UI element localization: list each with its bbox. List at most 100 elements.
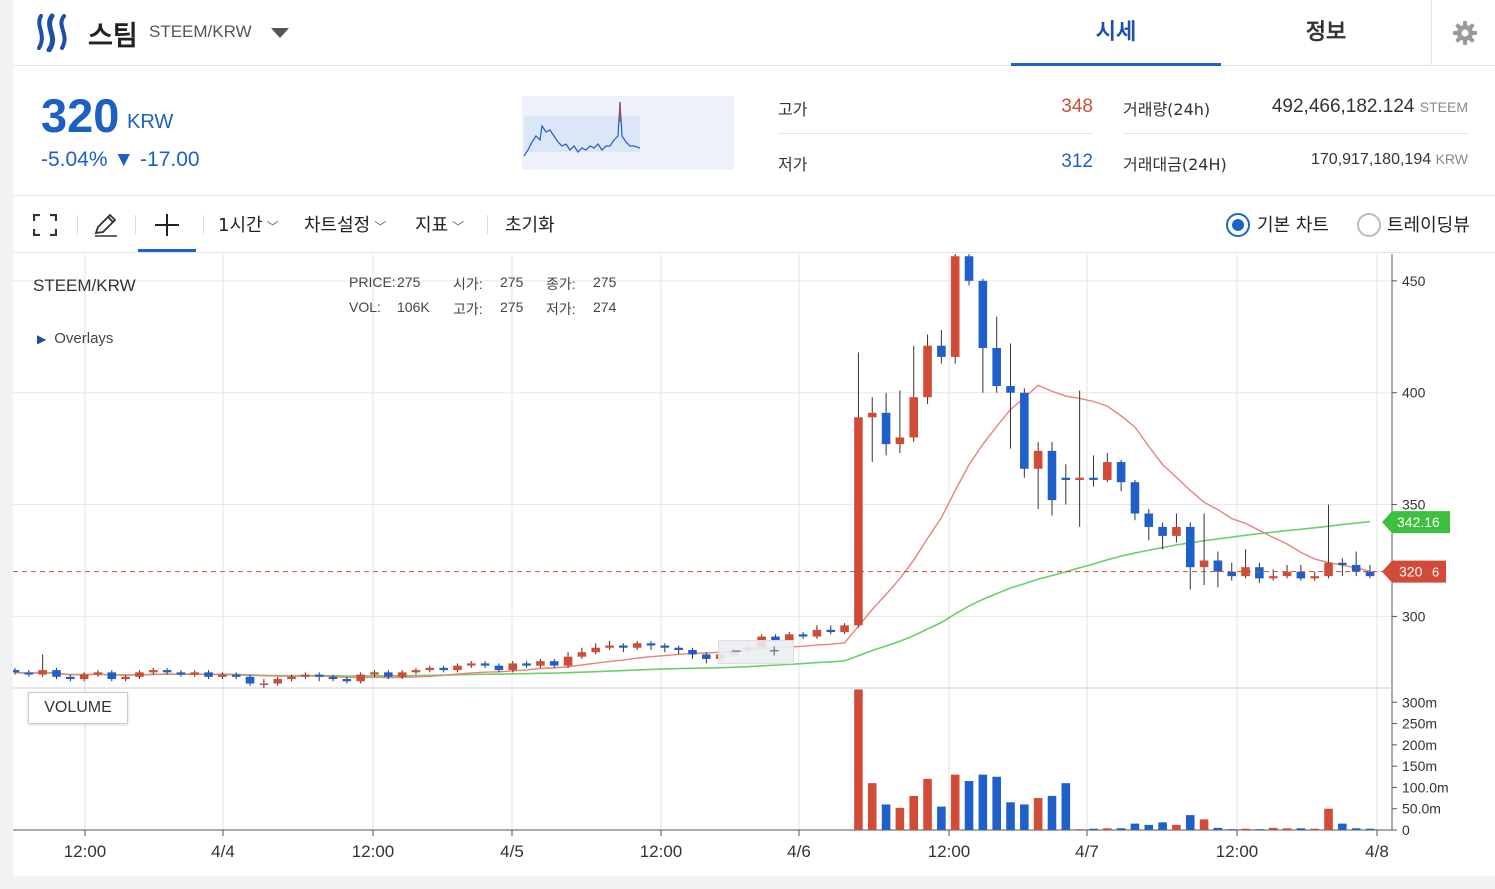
candle-body [1310, 576, 1319, 579]
price-unit: KRW [127, 111, 174, 133]
candle-body [1241, 567, 1250, 577]
interval-dropdown[interactable]: 1시간 ﹀ [218, 211, 279, 237]
candle-body [798, 634, 808, 637]
ohlc-high-label: 고가: [453, 301, 483, 317]
candle-body [702, 654, 711, 659]
chart-settings-dropdown[interactable]: 차트설정 ﹀ [304, 211, 386, 237]
chart-toolbar: 1시간 ﹀ 차트설정 ﹀ 지표 ﹀ 초기화 기본 차트 트레이딩뷰 [13, 197, 1495, 253]
crosshair-button[interactable] [138, 197, 196, 252]
candle-body [1324, 562, 1333, 577]
candle-body [384, 672, 393, 677]
caret-down-icon[interactable] [271, 28, 289, 38]
basic-chart-radio[interactable] [1226, 213, 1250, 237]
volume-bar [1310, 828, 1319, 830]
zoom-out-button[interactable]: − [731, 641, 742, 661]
indicator-dropdown[interactable]: 지표 ﹀ [415, 211, 464, 237]
reset-button[interactable]: 초기화 [505, 215, 555, 236]
divider [203, 215, 204, 235]
volume-bar [964, 781, 974, 830]
candle-body [605, 645, 614, 648]
candle-body [1227, 571, 1237, 577]
candle-body [79, 674, 89, 680]
volume-bar [1116, 828, 1126, 830]
overlays-label: Overlays [54, 330, 114, 347]
tradingview-radio[interactable] [1357, 213, 1381, 237]
ma-price-tag-label: 342.16 [1397, 514, 1440, 530]
basic-chart-label[interactable]: 기본 차트 [1257, 215, 1329, 236]
volume-bar [1241, 828, 1250, 830]
low-label: 저가 [778, 155, 808, 174]
price-chart[interactable]: 12:00 4/4 12:00 4/5 12:00 4/6 12:00 4/7 12:00 4/8… [13, 254, 1495, 876]
candle-body [1185, 526, 1195, 568]
indicator-label: 지표 [415, 215, 449, 236]
candle-body [812, 629, 822, 637]
candle-body [328, 676, 338, 680]
overlays-toggle[interactable]: ▶ Overlays [37, 330, 113, 347]
volume-24h: 492,466,182.124 STEEM [1233, 96, 1468, 118]
candle-body [1144, 513, 1154, 527]
volume-value: 492,466,182.124 [1271, 96, 1415, 117]
volume-bar [1296, 828, 1306, 830]
volume-unit: STEEM [1419, 99, 1468, 115]
candle-body [895, 437, 905, 445]
candle-body [1172, 526, 1181, 536]
settings-button[interactable] [1431, 0, 1495, 66]
price-summary: 320 KRW -5.04% ▼ -17.00 고가 348 저가 312 거래… [13, 66, 1495, 196]
tab-info[interactable]: 정보 [1305, 20, 1347, 45]
ohlc-vol: 106K [397, 299, 430, 315]
candle-body [923, 345, 932, 398]
fullscreen-icon[interactable] [33, 214, 57, 236]
coin-name: 스팀 [88, 21, 138, 52]
volume-label: 거래량(24h) [1123, 100, 1211, 119]
volume-bar [1033, 798, 1043, 830]
ohlc-vol-label: VOL: [349, 299, 381, 315]
candle-body [356, 674, 365, 682]
candle-body [135, 672, 144, 677]
candle-body [549, 661, 559, 666]
candle-body [1365, 571, 1375, 577]
candle-body [1351, 564, 1361, 572]
x-tick-label: 12:00 [928, 842, 971, 861]
candle-body [121, 676, 130, 680]
candle-body [494, 665, 504, 671]
pencil-icon[interactable] [93, 213, 119, 237]
candle-body [425, 667, 435, 671]
candle-body [52, 670, 61, 677]
volume-bar [1338, 823, 1347, 830]
candle-body [439, 667, 448, 671]
y-tick-label: 350 [1402, 497, 1426, 513]
chart-canvas[interactable]: 12:00 4/4 12:00 4/5 12:00 4/6 12:00 4/7 12:00 4/8… [13, 254, 1495, 876]
change-amount: -17.00 [140, 148, 200, 171]
volume-bar [1213, 827, 1223, 830]
last-price-tag-label: 320 [1399, 564, 1423, 580]
change-arrow: ▼ [113, 148, 135, 171]
tab-price[interactable]: 시세 [1011, 0, 1221, 66]
ohlc-price-label: PRICE: [349, 274, 396, 290]
candle-body [176, 672, 186, 675]
divider [778, 133, 1093, 134]
interval-label: 1시간 [218, 215, 263, 236]
high-label: 고가 [778, 100, 808, 119]
candle-body [826, 629, 836, 633]
x-tick-label: 12:00 [64, 842, 107, 861]
volume-bar [1047, 795, 1057, 830]
ohlc-low: 274 [593, 299, 617, 315]
mini-price-chart [522, 96, 734, 170]
low-value: 312 [1061, 151, 1093, 172]
divider [1123, 133, 1468, 134]
zoom-controls: − + [718, 640, 794, 664]
candle-body [1268, 576, 1278, 579]
candle-body [1116, 462, 1126, 483]
zoom-in-button[interactable]: + [769, 641, 780, 661]
ohlc-high: 275 [500, 299, 524, 315]
candle-body [1103, 462, 1112, 480]
volume-bar [881, 804, 891, 830]
tradingview-label[interactable]: 트레이딩뷰 [1387, 215, 1470, 236]
ohlc-close: 275 [593, 274, 617, 290]
chart-settings-label: 차트설정 [304, 215, 371, 236]
candle-body [148, 670, 158, 673]
candle-body [1033, 450, 1043, 469]
candle-body [245, 676, 255, 684]
volume-bar [1158, 822, 1167, 830]
volume-bar [923, 778, 932, 830]
